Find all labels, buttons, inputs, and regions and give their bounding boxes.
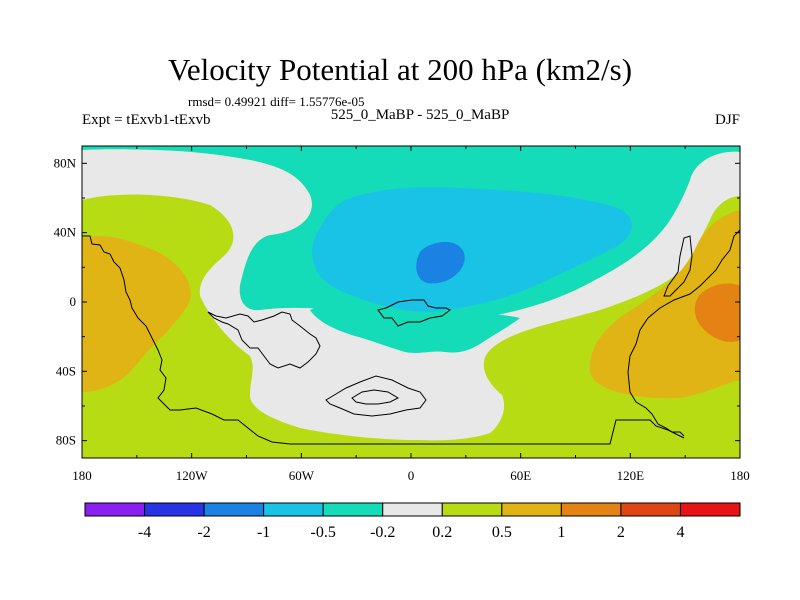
colorbar-swatch xyxy=(501,502,562,517)
colorbar-level-label: -4 xyxy=(138,524,151,541)
colorbar-level-label: -0.5 xyxy=(311,524,336,541)
y-tick-label: 0 xyxy=(70,294,77,309)
chart-title: Velocity Potential at 200 hPa (km2/s) xyxy=(167,52,633,87)
asia-outline xyxy=(663,235,693,297)
antarctica-inner xyxy=(351,389,400,405)
x-tick-label: 0 xyxy=(408,468,415,483)
x-tick-label: 180 xyxy=(72,468,92,483)
season-label: DJF xyxy=(714,112,740,128)
stats-label: rmsd= 0.49921 diff= 1.55776e-05 xyxy=(188,94,365,109)
colorbar-swatch xyxy=(263,502,324,517)
field-layer xyxy=(82,146,740,458)
continent-outlines xyxy=(82,229,740,445)
x-tick-label: 60W xyxy=(289,468,315,483)
australia-outline xyxy=(627,229,740,437)
australia-orange xyxy=(589,210,740,399)
colorbar-level-label: 0.2 xyxy=(432,524,452,541)
y-tick-label: 80N xyxy=(54,155,77,170)
antarctica-outline xyxy=(325,375,427,417)
colorbar-swatch xyxy=(382,502,443,517)
colorbar-swatch xyxy=(679,502,741,517)
colorbar-level-label: 2 xyxy=(617,524,625,541)
south-teal-region xyxy=(310,303,520,353)
colorbar: -4 -2 -1 -0.5 -0.2 0.2 0.5 1 2 4 xyxy=(84,502,741,541)
y-tick-label: 40S xyxy=(56,363,76,378)
colorbar-swatch xyxy=(322,502,384,517)
australia-dark-orange-core xyxy=(694,283,740,342)
colorbar-level-label: -2 xyxy=(197,524,210,541)
colorbar-level-label: 4 xyxy=(676,524,684,541)
x-tick-label: 60E xyxy=(510,468,531,483)
y-tick-label: 40N xyxy=(54,225,77,240)
white-west-region xyxy=(82,149,740,441)
africa-blue-core xyxy=(416,242,465,284)
atlantic-cyan-region xyxy=(312,187,632,312)
case-label: 525_0_MaBP - 525_0_MaBP xyxy=(330,107,510,123)
colorbar-level-label: 0.5 xyxy=(492,524,512,541)
africa-outline xyxy=(377,299,451,327)
x-tick-label: 180 xyxy=(730,468,750,483)
x-tick-label: 120W xyxy=(176,468,209,483)
pacific-orange-west xyxy=(82,235,191,392)
colorbar-swatch xyxy=(203,502,265,517)
colorbar-swatch xyxy=(620,502,681,517)
x-tick-label: 120E xyxy=(617,468,645,483)
y-axis: 80N 40N 0 40S 80S xyxy=(54,155,740,448)
experiment-label: Expt = tExvb1-tExvb xyxy=(82,112,211,128)
y-tick-label: 80S xyxy=(56,433,76,448)
colorbar-level-label: -1 xyxy=(257,524,270,541)
north-america-coast xyxy=(207,311,321,369)
colorbar-swatch xyxy=(144,502,205,517)
x-axis: 180 120W 60W 0 60E 120E 180 xyxy=(72,146,750,483)
colorbar-level-label: 1 xyxy=(557,524,565,541)
colorbar-level-label: -0.2 xyxy=(370,524,395,541)
colorbar-swatch xyxy=(84,502,146,517)
colorbar-swatch xyxy=(441,502,503,517)
colorbar-swatch xyxy=(560,502,622,517)
americas-outline xyxy=(82,235,685,445)
